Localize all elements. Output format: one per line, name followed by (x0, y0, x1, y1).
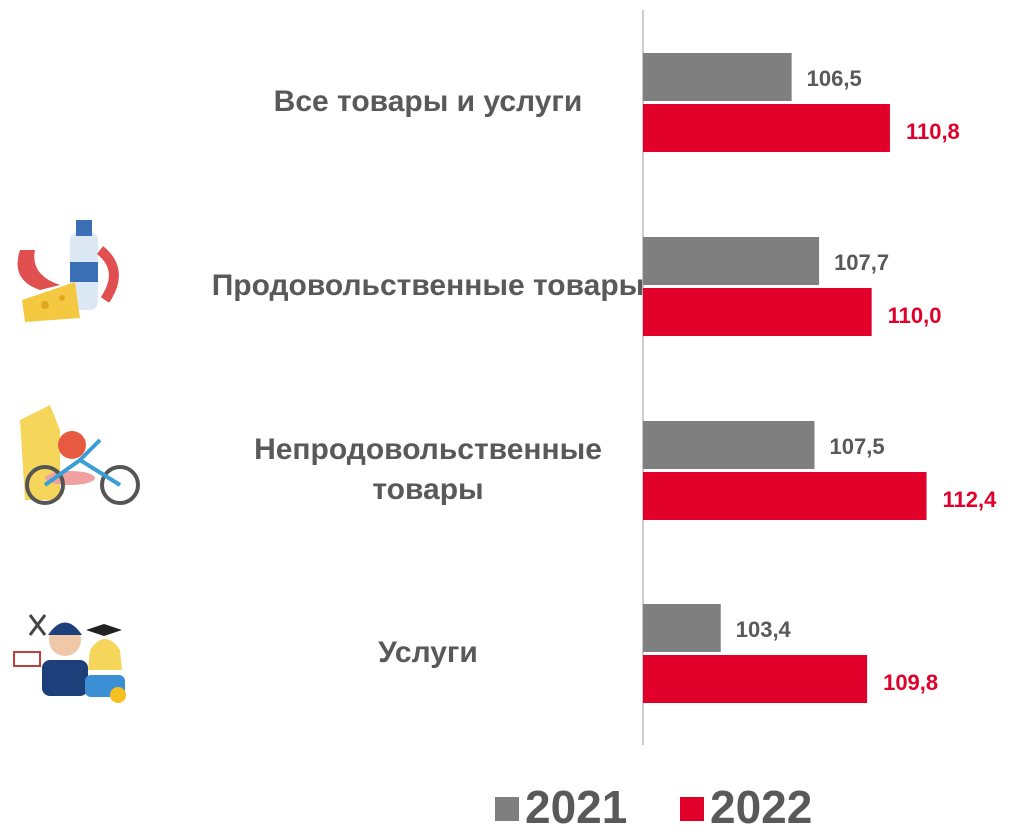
value-label: 107,7 (834, 250, 889, 275)
value-label: 110,0 (888, 303, 942, 328)
value-label: 110,8 (906, 119, 960, 144)
bar (643, 421, 815, 469)
goods-icon (20, 405, 140, 505)
bar (643, 288, 872, 336)
value-label: 109,8 (883, 670, 938, 695)
bar (643, 472, 927, 520)
value-label: 107,5 (830, 434, 885, 459)
legend-swatch (680, 797, 704, 821)
value-label: 103,4 (736, 617, 792, 642)
bar (643, 104, 890, 152)
category-label: Продовольственные товары (211, 269, 645, 302)
bar (643, 237, 820, 285)
value-label: 112,4 (943, 487, 998, 512)
food-icon (17, 220, 119, 322)
value-label: 106,5 (807, 66, 862, 91)
category-label: Непродовольственные товары (254, 433, 602, 506)
legend-label: 2021 (525, 781, 627, 832)
category-label: Все товары и услуги (273, 85, 583, 118)
category-label: Услуги (378, 636, 478, 669)
bar (643, 655, 868, 703)
services-icon (13, 614, 126, 703)
bar (643, 53, 792, 101)
bar (643, 604, 721, 652)
legend-label: 2022 (710, 781, 812, 832)
legend-swatch (495, 797, 519, 821)
